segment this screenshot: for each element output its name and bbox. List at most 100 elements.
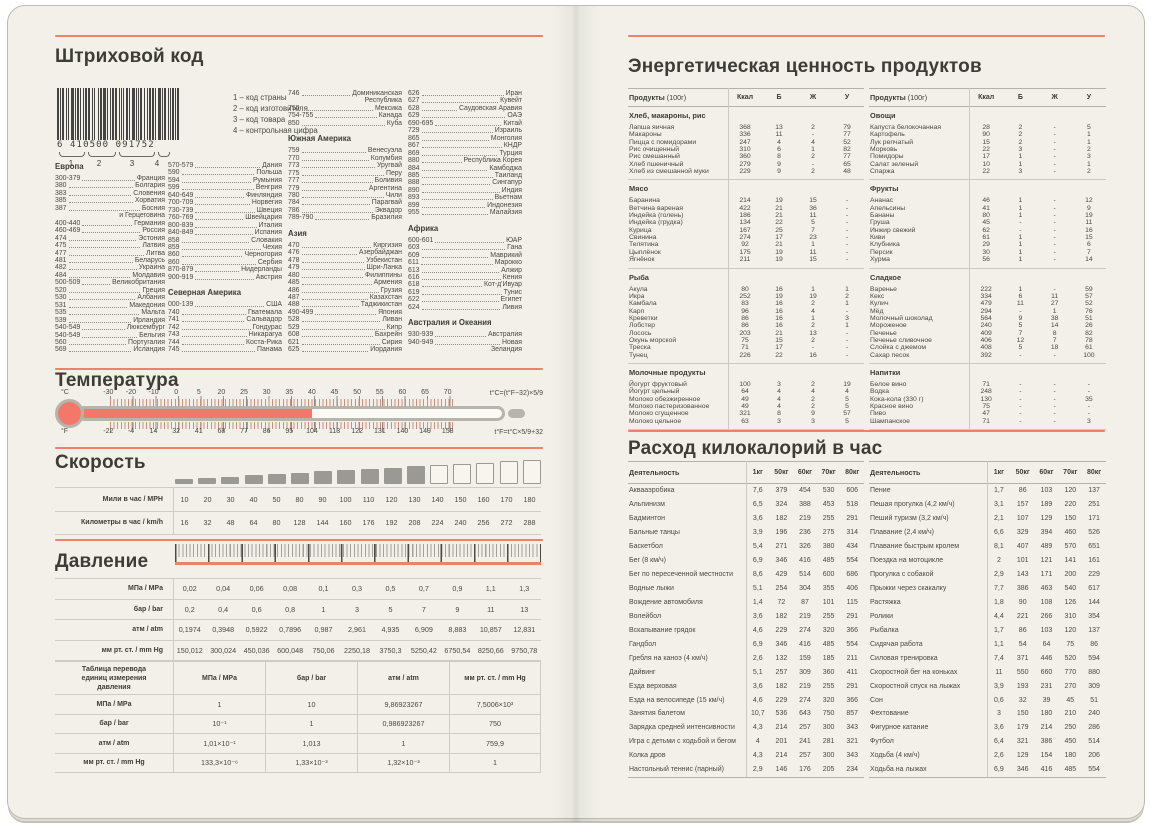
food-row: Камбала 83 16 2 1 <box>628 300 864 307</box>
activity-value: 2,6 <box>752 654 763 662</box>
activity-value: 309 <box>799 668 811 676</box>
activity-value: 137 <box>1088 626 1100 634</box>
conversion-value: 1,33×10⁻³ <box>265 753 357 773</box>
food-value: 3 <box>845 314 849 322</box>
food-value: 61 <box>1085 344 1093 352</box>
speed-row-value: 80 <box>295 494 304 504</box>
dotted-leader <box>68 287 141 293</box>
country-name: Македония <box>129 301 165 309</box>
activity-row: Зарядка средней интенсивности 4,3 214 257 30… <box>628 721 864 735</box>
food-value: - <box>845 329 849 337</box>
country-code-row: 385 Хорватия <box>55 197 165 204</box>
barcode-group-number: 1 <box>68 159 74 168</box>
speed-row-value: 288 <box>523 518 536 528</box>
country-name: Кувейт <box>500 97 522 105</box>
country-code-row: 627 Кувейт <box>408 97 522 104</box>
food-name: Апельсины <box>870 204 906 212</box>
barcode-bar <box>85 88 87 140</box>
country-code-row: 789-790 Бразилия <box>288 214 402 221</box>
dotted-leader <box>421 172 493 178</box>
activity-value: 132 <box>775 654 788 662</box>
activity-row: Пеший туризм (3,2 км/ч) 2,1 107 129 150 171 <box>869 512 1106 526</box>
speed-icon <box>175 479 193 484</box>
food-name: Баранина <box>629 197 660 205</box>
activity-value: 554 <box>846 640 859 648</box>
country-code-row: 888 Сингапур <box>408 179 522 186</box>
dotted-leader <box>195 274 254 280</box>
food-value: 4 <box>777 402 781 410</box>
food-value: 15 <box>1085 234 1093 242</box>
dotted-leader <box>82 324 125 331</box>
country-group: Азия 470 Киргизия 476 Азербайджан 478 Узбекист… <box>288 229 402 354</box>
food-value: 9 <box>1086 204 1091 212</box>
dotted-leader <box>181 339 245 345</box>
food-row: Ягнёнок 211 19 15 - <box>628 256 864 263</box>
barcode-legend: 1 – код страны 2 – код изготовителя 3 – ко… <box>233 92 318 136</box>
barcode-bar <box>147 88 148 140</box>
country-name: Новая <box>502 338 522 346</box>
activity-row: Пение 1,7 86 103 120 137 <box>869 484 1106 498</box>
country-group: Австралия и Океания 930-939 Австралия 940-9… <box>408 318 522 353</box>
pressure-row-value: 4,935 <box>381 625 400 635</box>
dotted-leader <box>421 187 500 193</box>
food-name: Лобстер <box>629 322 656 330</box>
activity-value: 320 <box>822 626 835 634</box>
food-name: Печенье <box>870 329 897 337</box>
country-name: Венгрия <box>255 184 282 192</box>
pressure-row: мм рт. ст. / mm Hg 150,012 300,024 450,036 6… <box>55 639 541 661</box>
country-name: Камбоджа <box>489 164 522 172</box>
food-value: - <box>1053 256 1056 264</box>
dotted-leader <box>301 331 373 338</box>
food-value: 11 <box>775 131 783 139</box>
conversion-row-label: атм / atm <box>55 734 173 754</box>
food-section: Мясо Баранина 214 19 15- Ветчина вареная 422 21… <box>628 180 864 269</box>
country-name: Литва <box>146 249 165 257</box>
pressure-ruler-graphic <box>175 544 541 565</box>
activity-value: 229 <box>775 696 788 704</box>
country-code: 474 <box>55 234 67 242</box>
barcode-bar <box>75 88 76 140</box>
celsius-tick: 50 <box>353 389 362 396</box>
food-value: 4 <box>777 138 781 146</box>
fahrenheit-tick: 86 <box>262 428 271 435</box>
food-value: 18 <box>1050 344 1059 352</box>
speed-icon <box>406 466 425 484</box>
food-value: 11 <box>809 248 817 256</box>
activities-table-divider <box>987 461 988 777</box>
speed-icon <box>522 460 541 484</box>
conversion-value: 1 <box>357 734 449 754</box>
food-value: 5 <box>845 402 849 410</box>
dotted-leader <box>195 229 253 236</box>
country-name: Словения <box>133 189 165 197</box>
dotted-leader <box>301 287 379 293</box>
country-name: Сальвадор <box>246 316 282 324</box>
activity-value: 275 <box>822 529 835 537</box>
pressure-row-value: 0,3948 <box>212 625 235 635</box>
activities-column-header: 60кг <box>797 469 813 476</box>
country-name: Норвегия <box>251 199 282 207</box>
food-name: Окунь морской <box>629 336 677 344</box>
food-value: 75 <box>741 336 749 344</box>
food-value: 16 <box>775 322 783 330</box>
country-code: 741 <box>168 316 180 324</box>
country-name: Эстония <box>138 234 165 242</box>
food-value: - <box>1087 380 1090 388</box>
pressure-row-value: 0,7 <box>418 584 429 594</box>
dotted-leader <box>68 264 137 271</box>
food-column-header: У <box>844 94 850 101</box>
food-value: 21 <box>775 329 783 337</box>
pressure-row-value: 0,06 <box>249 584 264 594</box>
barcode-bar <box>129 88 130 140</box>
activity-value: 86 <box>1090 640 1098 648</box>
country-name: Чили <box>385 191 402 199</box>
country-name: Никарагуа <box>248 331 282 339</box>
country-code: 535 <box>55 309 67 317</box>
conversion-value: 750 <box>449 714 541 734</box>
activity-row: Бег (8 км/ч) 6,9 346 416 485 554 <box>628 554 864 568</box>
country-name: Кот-д'Ивуар <box>484 281 522 289</box>
fahrenheit-tick: 149 <box>419 428 431 435</box>
food-value: 71 <box>982 417 990 425</box>
food-name: Белое вино <box>870 380 907 388</box>
dotted-leader <box>421 252 489 258</box>
food-value: 82 <box>843 146 851 154</box>
